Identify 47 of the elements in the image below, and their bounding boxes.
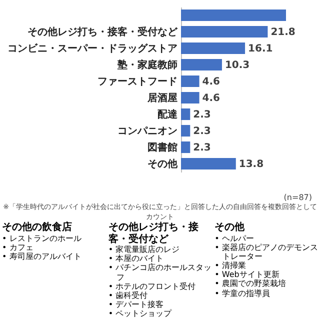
text: • 農園での野菜栽培	[214, 279, 287, 289]
text: (n=87)	[282, 193, 312, 202]
text: • 清掃業	[214, 261, 247, 270]
bar	[181, 42, 246, 54]
text: • 寿司屋のアルバイト	[2, 252, 82, 262]
text: • パチンコ店のホールスタッフ	[108, 263, 212, 282]
y-tick-label: ファーストフード	[98, 76, 178, 88]
bar	[181, 141, 190, 154]
text: その他	[214, 222, 246, 234]
bar	[181, 75, 200, 88]
data-label: 10.3	[224, 60, 250, 71]
y-tick-label: 居酒屋	[146, 92, 178, 104]
text: • ホテルのフロント受付	[108, 282, 197, 291]
y-tick-label: その他	[148, 158, 178, 170]
bar	[181, 124, 190, 137]
data-label: 2.3	[193, 109, 211, 120]
data-label: 21.8	[270, 26, 296, 38]
data-label: 2.3	[193, 126, 211, 137]
bar	[181, 108, 190, 120]
text: • 本屋のバイト	[108, 254, 165, 264]
data-label: 13.8	[238, 158, 264, 170]
text: • 学童の指導員	[214, 288, 271, 298]
text: • ペットショップ	[108, 309, 173, 318]
data-label: 16.1	[248, 43, 273, 54]
text: その他の飲食店	[2, 222, 73, 234]
bar	[181, 92, 200, 104]
data-label: 4.6	[202, 76, 220, 88]
text: • ヘルパー	[214, 234, 255, 243]
text: • カフェ	[2, 242, 34, 252]
data-label: 4.6	[202, 92, 220, 104]
text: • 歯科受付	[108, 290, 149, 300]
y-tick-label: コンパニオン	[118, 126, 178, 137]
text: • レストランのホール	[2, 234, 82, 243]
text: • Webサイト更新	[214, 270, 280, 280]
text: • デパート接客	[108, 300, 164, 310]
bar	[181, 158, 236, 170]
y-tick-label: その他レジ打ち・接客・受付など	[28, 26, 178, 38]
bar	[181, 9, 286, 22]
text: • 家電量販店のレジ	[108, 245, 181, 254]
bar	[181, 26, 268, 38]
y-tick-label: 配達	[158, 108, 178, 120]
text: • 楽器店のピアノのデモンストレーター	[214, 242, 318, 262]
data-label: 2.3	[193, 142, 211, 154]
y-tick-label: 図書館	[148, 141, 178, 154]
y-tick-label: コンビニ・スーパー・ドラッグストア	[8, 42, 178, 54]
bar	[181, 58, 222, 71]
y-tick-label: 塾・家庭教師	[116, 58, 178, 71]
